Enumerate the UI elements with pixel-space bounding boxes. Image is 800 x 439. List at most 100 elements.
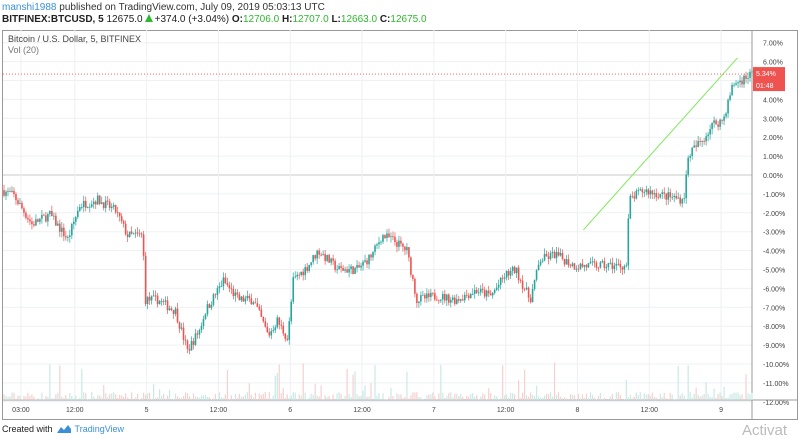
candle — [306, 267, 308, 271]
candle — [414, 279, 416, 294]
candle — [358, 265, 360, 267]
candle — [709, 129, 711, 135]
volume-bar — [737, 392, 738, 400]
volume-bar — [704, 394, 705, 400]
volume-bar — [211, 399, 212, 400]
candle — [205, 314, 207, 319]
volume-bar — [167, 396, 168, 400]
candle — [125, 224, 127, 235]
volume-bar — [29, 396, 30, 400]
candle — [677, 197, 679, 198]
volume-bar — [27, 393, 28, 400]
candle — [438, 300, 440, 301]
y-tick-label: 6.00% — [763, 60, 783, 67]
candle — [663, 192, 665, 193]
volume-bar — [731, 394, 732, 400]
candle — [167, 300, 169, 310]
candle — [540, 262, 542, 265]
volume-bar — [65, 395, 66, 400]
candle — [392, 236, 394, 237]
volume-bar — [279, 365, 280, 400]
candle — [667, 192, 669, 199]
candle — [195, 333, 197, 344]
volume-bar — [161, 396, 162, 400]
volume-bar — [185, 392, 186, 400]
volume-bar — [33, 397, 34, 400]
candle — [641, 189, 643, 192]
volume-bar — [664, 393, 665, 400]
volume-bar — [727, 397, 728, 400]
candle — [504, 278, 506, 279]
volume-bar — [476, 395, 477, 400]
candle — [348, 269, 350, 273]
volume-bar — [358, 396, 359, 400]
candle — [97, 196, 99, 205]
candle — [161, 301, 163, 302]
candle — [29, 219, 31, 221]
volume-bar — [626, 380, 627, 400]
candle — [263, 317, 265, 321]
volume-bar — [604, 398, 605, 400]
volume-bar — [179, 398, 180, 400]
candle — [608, 263, 610, 267]
candle — [649, 191, 651, 195]
volume-bar — [700, 397, 701, 400]
volume-bar — [309, 397, 310, 400]
candle — [229, 285, 231, 288]
candle — [408, 247, 410, 257]
candle — [141, 234, 143, 235]
volume-bar — [145, 395, 146, 400]
created-with: Created with — [2, 424, 53, 434]
candle — [400, 241, 402, 244]
y-tick-label: -7.00% — [763, 305, 785, 312]
volume-bar — [189, 396, 190, 400]
volume-bar — [315, 384, 316, 400]
volume-bar — [95, 399, 96, 400]
volume-bar — [524, 370, 525, 400]
volume-bar — [307, 399, 308, 400]
candle — [3, 190, 5, 196]
candle — [197, 333, 199, 334]
tradingview-link[interactable]: TradingView — [75, 424, 125, 434]
candle — [446, 295, 448, 301]
volume-bar — [680, 395, 681, 400]
volume-bar — [205, 395, 206, 400]
volume-bar — [616, 392, 617, 400]
volume-bar — [37, 398, 38, 400]
volume-bar — [43, 399, 44, 400]
candle — [105, 201, 107, 208]
y-tick-label: -12.00% — [763, 400, 789, 407]
volume-bar — [327, 397, 328, 400]
candle — [464, 295, 466, 301]
candle — [185, 340, 187, 341]
candle — [751, 72, 753, 73]
candle — [133, 234, 135, 235]
volume-bar — [223, 398, 224, 400]
volume-bar — [696, 388, 697, 400]
volume-bar — [414, 392, 415, 400]
x-tick-label: 8 — [576, 407, 580, 414]
candle — [344, 269, 346, 270]
candle — [580, 264, 582, 269]
candle — [370, 255, 372, 258]
volume-bar — [412, 392, 413, 400]
candle — [294, 277, 296, 278]
candle — [610, 263, 612, 264]
candle — [558, 252, 560, 256]
volume-bar — [213, 398, 214, 400]
candle — [274, 327, 276, 330]
x-tick-label: 7 — [432, 407, 436, 414]
volume-bar — [466, 396, 467, 400]
candle — [261, 310, 263, 317]
candle — [123, 221, 125, 224]
candle — [302, 272, 304, 275]
candle — [101, 202, 103, 204]
volume-bar — [366, 397, 367, 400]
volume-bar — [662, 397, 663, 400]
series-legend: Bitcoin / U.S. Dollar, 5, BITFINEX — [8, 34, 141, 44]
last-price-label: 5.34% — [756, 71, 776, 78]
volume-bar — [702, 396, 703, 400]
volume-bar — [79, 398, 80, 400]
volume-bar — [430, 394, 431, 400]
